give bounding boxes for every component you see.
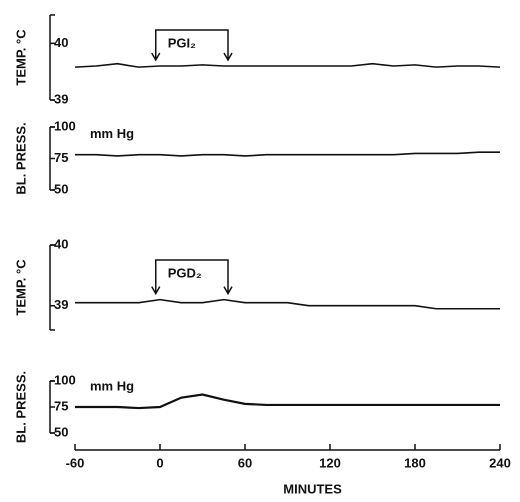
- infusion-bracket: [151, 259, 233, 296]
- infusion-label: PGD₂: [168, 265, 202, 280]
- x-tick-label: 0: [156, 455, 163, 470]
- y-tick-label: 39: [54, 91, 68, 106]
- y-axis-label: TEMP. °C: [13, 29, 28, 86]
- x-tick-label: 120: [319, 455, 341, 470]
- y-axis-label: BL. PRESS.: [13, 122, 28, 194]
- unit-label: mm Hg: [90, 126, 134, 141]
- unit-label: mm Hg: [90, 378, 134, 393]
- y-axis-label: BL. PRESS.: [13, 371, 28, 443]
- y-tick-label: 75: [54, 398, 68, 413]
- x-tick-label: 60: [238, 455, 252, 470]
- y-tick-label: 40: [54, 236, 68, 251]
- y-tick-label: 50: [54, 424, 68, 439]
- y-tick-label: 39: [54, 297, 68, 312]
- data-line: [75, 393, 500, 410]
- x-tick-label: -60: [66, 455, 85, 470]
- infusion-label: PGI₂: [168, 35, 196, 50]
- y-axis-label: TEMP. °C: [13, 259, 28, 316]
- data-line: [75, 298, 500, 310]
- x-axis-label: MINUTES: [283, 481, 342, 496]
- y-tick-label: 40: [54, 35, 68, 50]
- y-tick-label: 50: [54, 181, 68, 196]
- x-tick-label: 180: [404, 455, 426, 470]
- x-tick-label: 240: [489, 455, 511, 470]
- y-tick-label: 100: [54, 372, 76, 387]
- infusion-bracket: [151, 29, 233, 62]
- data-line: [75, 151, 500, 157]
- data-line: [74, 62, 501, 68]
- y-tick-label: 75: [54, 150, 68, 165]
- y-tick-label: 100: [54, 118, 76, 133]
